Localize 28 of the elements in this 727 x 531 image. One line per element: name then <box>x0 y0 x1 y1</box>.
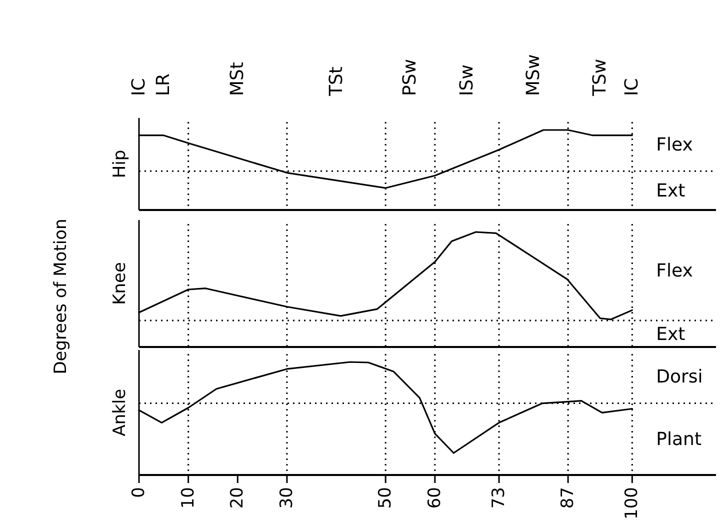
y-axis-title: Ankle <box>110 388 130 436</box>
text: IC <box>128 78 150 96</box>
x-tick-label: 100 <box>622 487 642 520</box>
annotation: Dorsi <box>656 366 703 388</box>
annotation: Flex <box>656 134 694 156</box>
text: IC <box>622 78 643 96</box>
x-tick-label: 30 <box>276 487 297 509</box>
x-tick-label: 20 <box>228 487 248 509</box>
text: LR <box>153 73 174 96</box>
text: Degrees of Motion <box>51 218 71 374</box>
annotation: Ext <box>656 180 686 202</box>
y-axis-title: Hip <box>110 150 130 178</box>
annotation: Plant <box>656 429 702 450</box>
annotation: Ext <box>656 324 686 345</box>
text: TSw <box>590 58 611 97</box>
text: ISw <box>456 64 478 96</box>
x-tick-label: 0 <box>129 487 149 498</box>
x-tick-label: 73 <box>489 487 510 509</box>
text: PSw <box>400 58 421 96</box>
x-tick-label: 87 <box>558 487 578 509</box>
x-tick-label: 10 <box>178 487 198 509</box>
x-tick-label: 60 <box>424 487 445 509</box>
text: TSt <box>326 66 347 97</box>
y-axis-title: Knee <box>110 262 130 305</box>
text: MSw <box>523 54 544 96</box>
text: MSt <box>227 62 248 96</box>
annotation: Flex <box>656 260 694 282</box>
x-tick-label: 50 <box>376 487 396 509</box>
